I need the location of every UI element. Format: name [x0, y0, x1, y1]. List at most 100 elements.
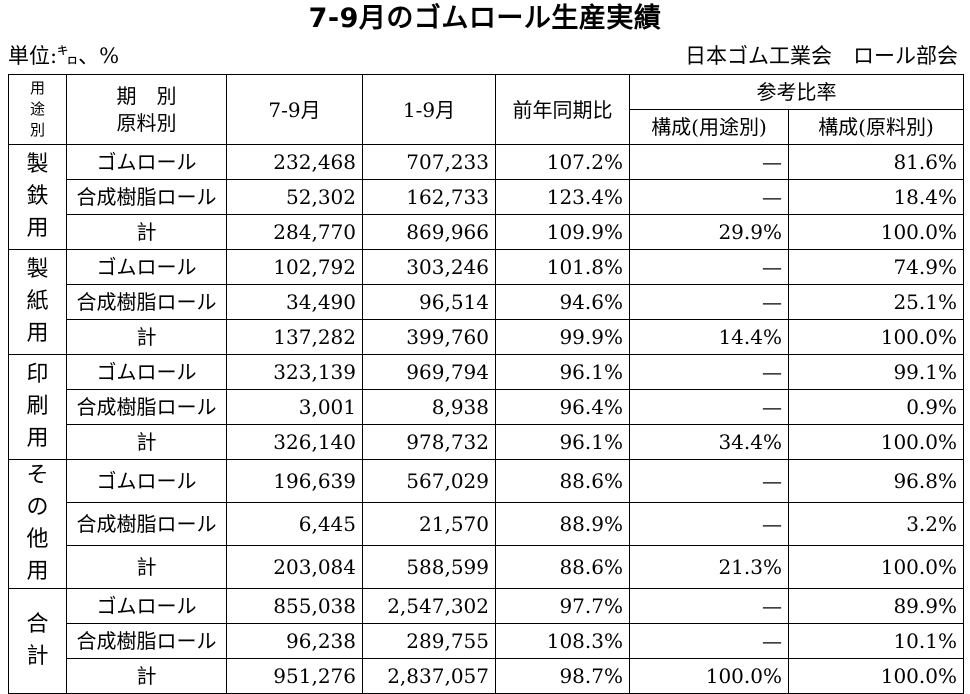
header-period: 期 別: [116, 83, 177, 108]
comp-material-cell: 100.0%: [788, 545, 964, 589]
header-quarter: 7-9月: [226, 74, 363, 145]
ytd-cell: 162,733: [362, 179, 496, 215]
comp-material-cell: 100.0%: [788, 424, 964, 460]
ytd-cell: 588,599: [362, 545, 496, 589]
comp-usage-cell: 29.9%: [629, 214, 789, 250]
usage-char: 用: [26, 321, 49, 346]
table-body: 製鉄用ゴムロール 232,468 707,233 107.2% —81.6% 合成樹脂ロー…: [8, 144, 964, 694]
header-comp-material: 構成(原料別): [788, 109, 964, 145]
material-cell: 合成樹脂ロール: [66, 623, 227, 659]
yoy-cell: 94.6%: [495, 284, 630, 320]
yoy-cell: 123.4%: [495, 179, 630, 215]
material-cell: ゴムロール: [66, 459, 227, 503]
usage-char: 印: [26, 362, 49, 387]
yoy-cell: 96.1%: [495, 354, 630, 390]
quarter-cell: 34,490: [226, 284, 363, 320]
ytd-cell: 978,732: [362, 424, 496, 460]
usage-char: 合: [26, 612, 49, 637]
material-cell: 合成樹脂ロール: [66, 389, 227, 425]
material-cell: 合成樹脂ロール: [66, 179, 227, 215]
usage-char: 紙: [26, 289, 49, 314]
table-row: 計 326,140 978,732 96.1% 34.4% 100.0%: [9, 424, 964, 460]
header-ytd: 1-9月: [362, 74, 496, 145]
yoy-cell: 108.3%: [495, 623, 630, 659]
unit-label: 単位:㌔、%: [8, 44, 120, 68]
header-period-material: 期 別 原料別: [66, 74, 227, 145]
comp-usage-cell: —: [629, 179, 789, 215]
table-row: 合成樹脂ロール 52,302 162,733 123.4% —18.4%: [9, 179, 964, 215]
usage-category: 合計: [8, 588, 67, 694]
table-row: 合成樹脂ロール 3,001 8,938 96.4% —0.9%: [9, 389, 964, 425]
comp-usage-cell: —: [629, 623, 789, 659]
header-usage-char: 別: [29, 121, 45, 139]
table-row: 合計ゴムロール 855,038 2,547,302 97.7% —89.9%: [8, 588, 964, 694]
organization-label: 日本ゴム工業会 ロール部会: [685, 44, 958, 68]
comp-usage-cell: —: [629, 249, 789, 285]
table-row: 製紙用ゴムロール 102,792 303,246 101.8% —74.9%: [8, 249, 964, 355]
comp-material-cell: 100.0%: [788, 658, 964, 694]
usage-char: そ: [26, 463, 49, 488]
quarter-cell: 323,139: [226, 354, 363, 390]
usage-char: 他: [26, 527, 49, 552]
comp-material-cell: 89.9%: [788, 588, 964, 624]
comp-material-cell: 25.1%: [788, 284, 964, 320]
header-row-top: 用 途 別 期 別 原料別 7-9月 1-9月 前年同期比 参考比率: [8, 74, 964, 145]
comp-usage-cell: —: [629, 144, 789, 180]
table-row: その他用ゴムロール 196,639 567,029 88.6% —96.8%: [8, 459, 964, 589]
ytd-cell: 21,570: [362, 502, 496, 546]
usage-category: 製鉄用: [8, 144, 67, 250]
material-cell: 合成樹脂ロール: [66, 284, 227, 320]
comp-material-cell: 99.1%: [788, 354, 964, 390]
table-row: 合成樹脂ロール 34,490 96,514 94.6% —25.1%: [9, 284, 964, 320]
comp-material-cell: 74.9%: [788, 249, 964, 285]
quarter-cell: 855,038: [226, 588, 363, 624]
comp-usage-cell: 100.0%: [629, 658, 789, 694]
header-ref-ratio: 参考比率: [629, 74, 964, 110]
quarter-cell: 196,639: [226, 459, 363, 503]
quarter-cell: 137,282: [226, 319, 363, 355]
material-cell: 計: [66, 319, 227, 355]
quarter-cell: 6,445: [226, 502, 363, 546]
table-row: 計 284,770 869,966 109.9% 29.9% 100.0%: [9, 214, 964, 250]
usage-category: 印刷用: [8, 354, 67, 460]
ytd-cell: 869,966: [362, 214, 496, 250]
ytd-cell: 707,233: [362, 144, 496, 180]
quarter-cell: 52,302: [226, 179, 363, 215]
comp-material-cell: 96.8%: [788, 459, 964, 503]
usage-category: その他用: [8, 459, 67, 589]
header-material: 原料別: [116, 110, 177, 135]
material-cell: 計: [66, 545, 227, 589]
usage-char: 刷: [26, 394, 49, 419]
comp-material-cell: 100.0%: [788, 319, 964, 355]
quarter-cell: 203,084: [226, 545, 363, 589]
yoy-cell: 97.7%: [495, 588, 630, 624]
yoy-cell: 99.9%: [495, 319, 630, 355]
yoy-cell: 88.6%: [495, 545, 630, 589]
comp-usage-cell: 21.3%: [629, 545, 789, 589]
comp-usage-cell: —: [629, 588, 789, 624]
table-row: 合成樹脂ロール 6,445 21,570 88.9% —3.2%: [9, 502, 964, 546]
material-cell: ゴムロール: [66, 354, 227, 390]
header-row-sub: 構成(用途別) 構成(原料別): [9, 109, 964, 145]
yoy-cell: 88.6%: [495, 459, 630, 503]
header-comp-usage: 構成(用途別): [629, 109, 789, 145]
ytd-cell: 289,755: [362, 623, 496, 659]
ytd-cell: 303,246: [362, 249, 496, 285]
usage-char: 製: [26, 152, 49, 177]
header-usage: 用 途 別: [8, 74, 67, 145]
ytd-cell: 567,029: [362, 459, 496, 503]
comp-material-cell: 3.2%: [788, 502, 964, 546]
header-yoy: 前年同期比: [495, 74, 630, 145]
comp-material-cell: 100.0%: [788, 214, 964, 250]
comp-usage-cell: —: [629, 389, 789, 425]
table-row: 計 951,276 2,837,057 98.7% 100.0% 100.0%: [9, 658, 964, 694]
usage-char: 用: [26, 426, 49, 451]
comp-usage-cell: —: [629, 284, 789, 320]
usage-char: 鉄: [26, 184, 49, 209]
comp-material-cell: 10.1%: [788, 623, 964, 659]
ytd-cell: 969,794: [362, 354, 496, 390]
yoy-cell: 107.2%: [495, 144, 630, 180]
header-usage-char: 途: [29, 100, 45, 118]
usage-category: 製紙用: [8, 249, 67, 355]
comp-usage-cell: —: [629, 354, 789, 390]
